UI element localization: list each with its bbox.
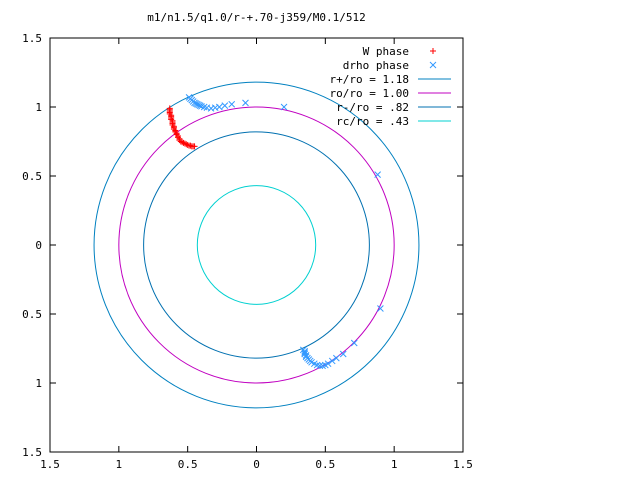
points-layer	[166, 93, 384, 370]
w-phase-point	[183, 141, 190, 148]
x-tick-label: 1.5	[453, 458, 473, 471]
x-tick-label: 0	[253, 458, 260, 471]
w-phase-point	[180, 139, 187, 146]
y-tick-label: 1	[35, 377, 42, 390]
drho-phase-point	[221, 102, 229, 109]
w-phase-point	[181, 140, 188, 147]
x-tick-label: 1	[391, 458, 398, 471]
w-phase-point	[191, 143, 198, 150]
circles-layer	[93, 81, 420, 409]
drho-phase-point	[377, 305, 384, 312]
w-phase-point	[177, 138, 184, 145]
drho-phase-point	[319, 362, 326, 370]
w-phase-point	[166, 110, 173, 117]
legend-label: drho phase	[343, 59, 409, 72]
drho-phase-point	[301, 350, 309, 358]
x-tick-label: 0.5	[315, 458, 335, 471]
circle-1	[118, 106, 395, 384]
y-tick-label: 0.5	[22, 308, 42, 321]
circle-0	[93, 81, 420, 409]
x-tick-label: 1.5	[40, 458, 60, 471]
w-phase-point	[172, 128, 179, 135]
drho-phase-point	[299, 346, 307, 354]
w-phase-point	[173, 131, 180, 138]
x-tick-label: 1	[116, 458, 123, 471]
y-tick-label: 0	[35, 239, 42, 252]
w-phase-point	[170, 126, 177, 133]
drho-phase-point	[215, 103, 223, 111]
ticks-layer: 1.5 1 0.5 0 0.5 1 1.51.510.500.511.5	[22, 32, 473, 471]
drho-phase-point	[339, 350, 347, 358]
y-tick-label: 1.5	[22, 446, 42, 459]
legend-label: ro/ro = 1.00	[330, 87, 409, 100]
drho-phase-point	[242, 99, 249, 107]
w-phase-point	[168, 116, 175, 123]
drho-phase-point	[374, 171, 382, 178]
y-tick-label: 0.5	[22, 170, 42, 183]
x-tick-label: 0.5	[178, 458, 198, 471]
drho-phase-point	[350, 339, 358, 347]
legend-label: r+/ro = 1.18	[330, 73, 409, 86]
w-phase-point	[169, 121, 176, 128]
circle-2	[143, 131, 370, 359]
w-phase-point	[184, 141, 191, 148]
chart-title: m1/n1.5/q1.0/r-+.70-j359/M0.1/512	[147, 11, 366, 24]
w-phase-point	[187, 142, 194, 149]
y-tick-label: 1.5	[22, 32, 42, 45]
legend-label: W phase	[363, 45, 409, 58]
drho-phase-point	[332, 354, 340, 362]
legend-label: rc/ro = .43	[336, 115, 409, 128]
legend-label: r-/ro = .82	[336, 101, 409, 114]
y-tick-label: 1	[35, 101, 42, 114]
w-phase-point	[175, 134, 182, 141]
drho-phase-point	[280, 103, 288, 111]
drho-phase-point	[328, 357, 336, 365]
legend-cross-marker	[429, 61, 437, 69]
w-phase-point	[179, 139, 186, 146]
circle-3	[196, 185, 317, 305]
legend-plus-marker	[430, 48, 436, 54]
drho-phase-point	[228, 100, 236, 108]
